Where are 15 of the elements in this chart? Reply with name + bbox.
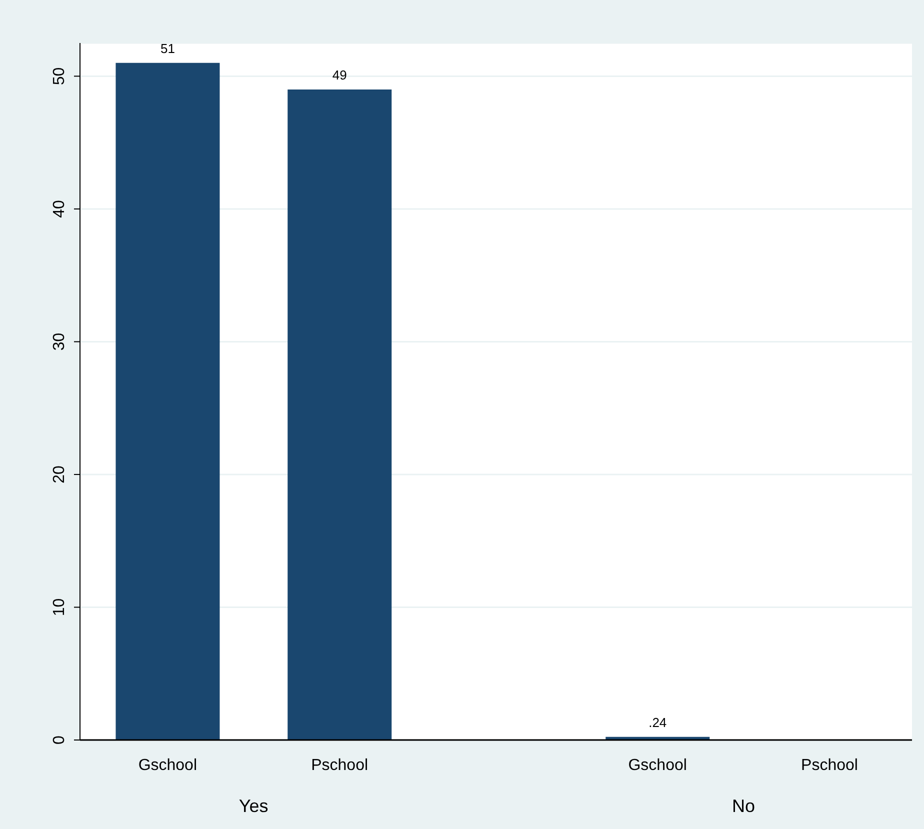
y-tick-label: 50: [51, 67, 68, 86]
x-tick-label: Gschool: [628, 757, 687, 774]
y-tick-label: 20: [51, 465, 68, 484]
text: Yes: [238, 796, 268, 816]
data-label: .24: [648, 714, 667, 730]
x-tick-label: Gschool: [138, 757, 198, 774]
text: No: [732, 796, 755, 816]
x-tick-label: Pschool: [311, 757, 368, 774]
x-tick-label: Pschool: [801, 757, 858, 774]
y-tick-label: 10: [51, 598, 68, 616]
data-label: 49: [332, 67, 347, 82]
y-tick-label: 0: [51, 735, 68, 744]
y-tick-label: 40: [51, 200, 68, 218]
data-label: 51: [160, 40, 175, 56]
y-tick-label: 30: [51, 332, 68, 351]
